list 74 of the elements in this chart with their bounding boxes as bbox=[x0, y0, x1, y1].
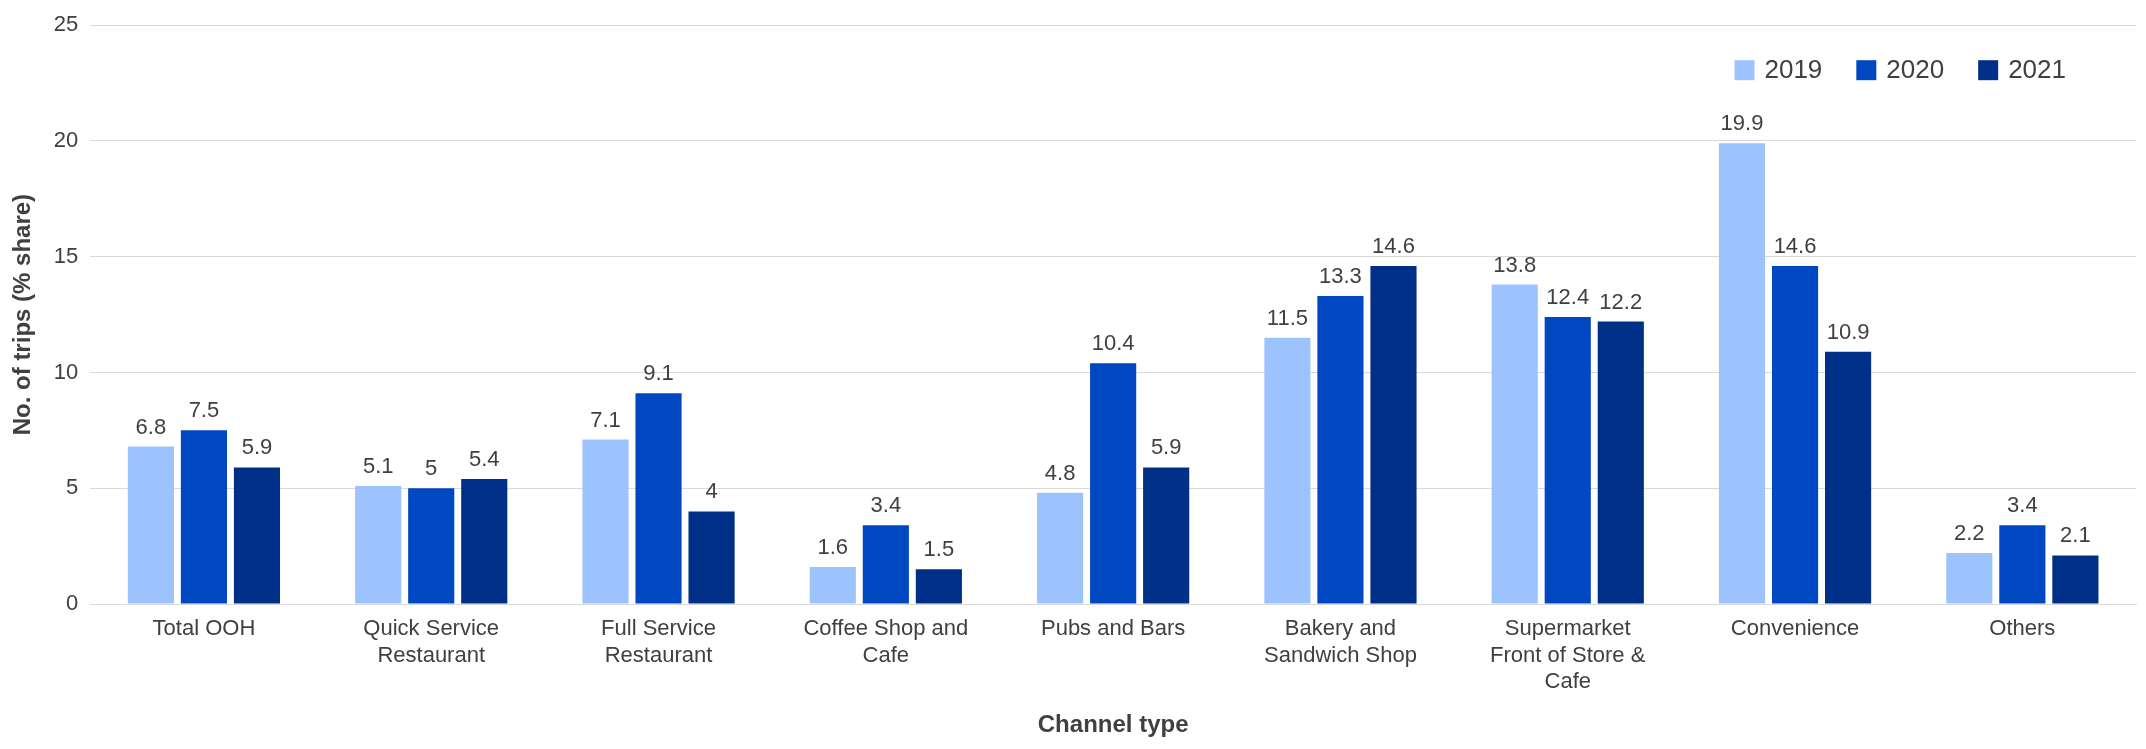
data-label: 5.9 bbox=[1150, 434, 1182, 460]
x-tick-label: Others bbox=[1989, 615, 2056, 641]
data-label: 5 bbox=[425, 455, 438, 481]
data-label: 3.4 bbox=[2007, 492, 2038, 518]
data-label: 12.2 bbox=[1599, 288, 1643, 314]
bar bbox=[1718, 143, 1766, 604]
bar bbox=[1771, 265, 1819, 604]
x-tick-label: Total OOH bbox=[152, 615, 256, 641]
data-label: 5.1 bbox=[362, 452, 394, 478]
bar bbox=[582, 439, 629, 604]
bar bbox=[1264, 337, 1311, 604]
bar bbox=[233, 467, 281, 604]
bar bbox=[355, 485, 402, 604]
x-axis-title: Channel type bbox=[1037, 710, 1189, 738]
bar bbox=[688, 511, 735, 604]
y-tick-label: 0 bbox=[66, 590, 79, 616]
y-tick-label: 5 bbox=[66, 474, 79, 500]
data-label: 7.1 bbox=[590, 406, 621, 432]
data-label: 2.1 bbox=[2060, 522, 2091, 548]
x-tick-label: Full Service Restaurant bbox=[601, 615, 716, 667]
data-label: 19.9 bbox=[1720, 110, 1764, 136]
data-label: 1.6 bbox=[817, 534, 849, 560]
data-label: 13.8 bbox=[1493, 251, 1537, 277]
bar bbox=[1491, 284, 1538, 604]
bar bbox=[635, 393, 682, 604]
data-label: 1.5 bbox=[923, 536, 955, 562]
legend-label: 2020 bbox=[1886, 54, 1945, 85]
x-tick-label: Supermarket Front of Store & Cafe bbox=[1490, 615, 1646, 694]
legend-label: 2019 bbox=[1764, 54, 1823, 85]
bar bbox=[1946, 553, 1993, 604]
bar bbox=[862, 525, 909, 604]
bar bbox=[1999, 525, 2046, 604]
bar bbox=[1825, 351, 1872, 604]
x-tick-label: Convenience bbox=[1730, 615, 1860, 641]
bar bbox=[915, 569, 962, 604]
y-tick-label: 15 bbox=[53, 242, 79, 268]
data-label: 13.3 bbox=[1319, 263, 1362, 289]
bar bbox=[809, 566, 856, 604]
y-tick-label: 25 bbox=[53, 11, 79, 37]
y-tick-label: 20 bbox=[53, 127, 79, 153]
data-label: 10.4 bbox=[1091, 330, 1135, 356]
bar bbox=[1090, 363, 1137, 604]
x-tick-label: Coffee Shop and Cafe bbox=[803, 615, 969, 667]
data-label: 5.9 bbox=[241, 434, 273, 460]
y-tick-label: 10 bbox=[53, 358, 79, 384]
bar bbox=[1143, 467, 1190, 604]
data-label: 9.1 bbox=[643, 360, 674, 386]
bar bbox=[1317, 296, 1364, 604]
bar bbox=[127, 446, 174, 604]
bar bbox=[1597, 321, 1644, 604]
y-axis-title: No. of trips (% share) bbox=[8, 193, 36, 436]
data-label: 7.5 bbox=[188, 397, 220, 423]
bar bbox=[461, 478, 508, 604]
data-label: 14.6 bbox=[1372, 233, 1415, 259]
data-label: 4 bbox=[705, 478, 718, 504]
data-label: 6.8 bbox=[135, 413, 167, 439]
bar bbox=[1370, 265, 1417, 604]
data-label: 4.8 bbox=[1044, 459, 1076, 485]
bar bbox=[180, 430, 227, 604]
bar bbox=[408, 488, 455, 604]
x-tick-label: Quick Service Restaurant bbox=[363, 615, 500, 667]
data-label: 2.2 bbox=[1954, 520, 1985, 546]
bar bbox=[1544, 316, 1591, 604]
data-label: 14.6 bbox=[1773, 233, 1817, 259]
data-label: 12.4 bbox=[1546, 283, 1590, 309]
bar bbox=[2052, 555, 2099, 604]
data-label: 5.4 bbox=[468, 446, 500, 472]
legend-label: 2021 bbox=[2008, 54, 2066, 85]
x-tick-label: Bakery and Sandwich Shop bbox=[1263, 615, 1417, 667]
data-label: 10.9 bbox=[1826, 318, 1870, 344]
data-label: 11.5 bbox=[1266, 304, 1308, 330]
bar bbox=[1037, 492, 1084, 604]
data-label: 3.4 bbox=[870, 492, 902, 518]
x-tick-label: Pubs and Bars bbox=[1040, 615, 1186, 641]
